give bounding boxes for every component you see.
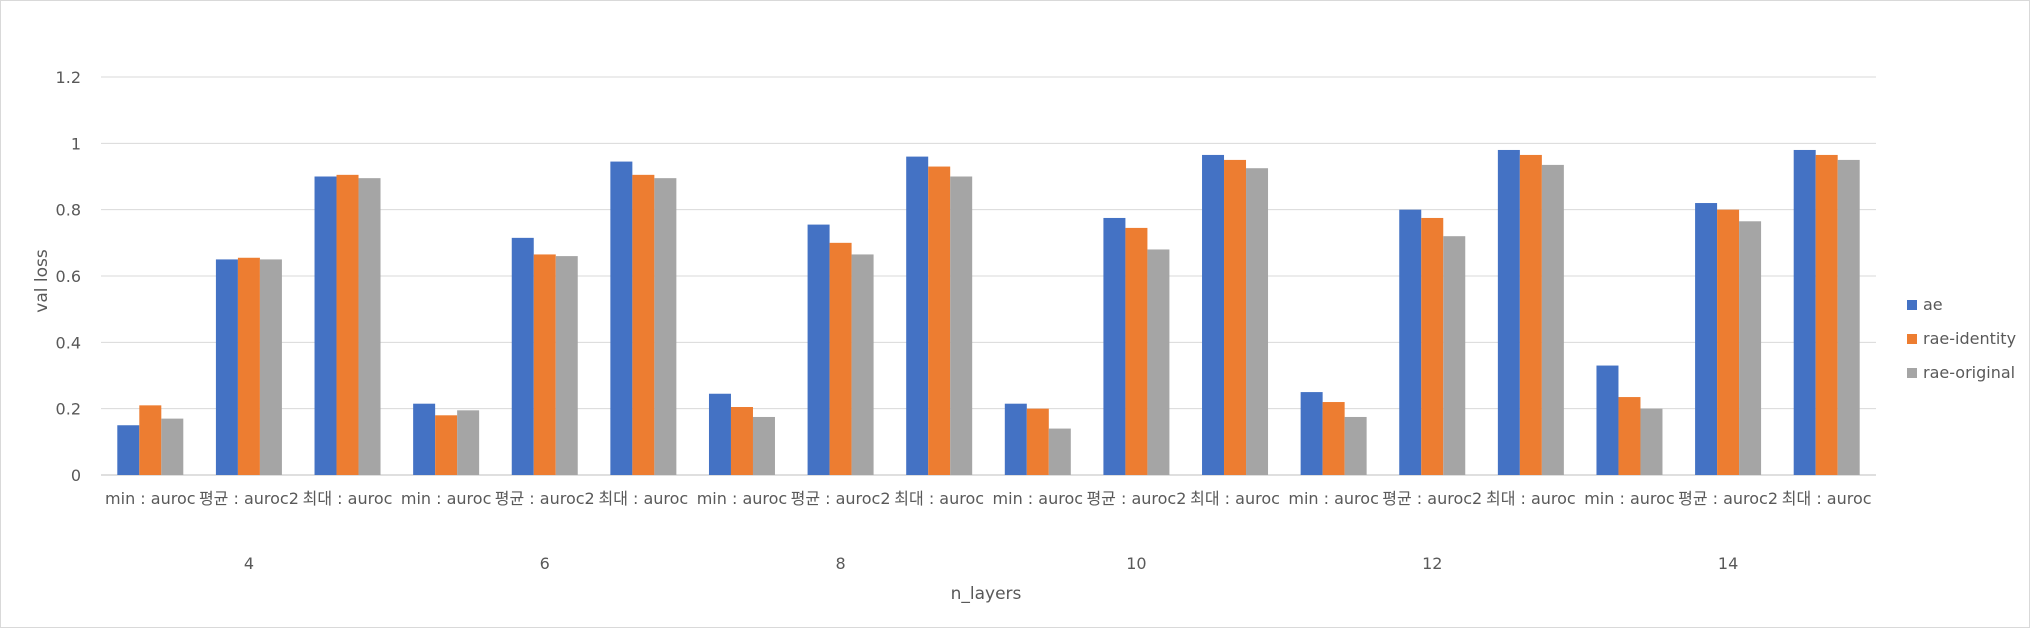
bar-rae-identity-6 (730, 407, 753, 475)
gridlines (101, 76, 1876, 476)
y-tick-label: 0.8 (56, 201, 81, 220)
legend-swatch-rae-identity (1907, 334, 1917, 344)
x-group-label: 4 (244, 554, 254, 573)
bar-rae-identity-1 (237, 257, 260, 475)
bar-ae-17 (1793, 149, 1816, 475)
legend-swatch-rae-original (1907, 368, 1917, 378)
x-category-label: min : auroc (401, 489, 492, 508)
bar-rae-identity-12 (1322, 402, 1345, 475)
x-category-label: min : auroc (993, 489, 1084, 508)
x-category-label: 평균 : auroc2 (495, 489, 595, 508)
bar-rae-original-8 (950, 176, 973, 475)
bar-rae-identity-5 (632, 174, 655, 475)
bar-rae-identity-15 (1618, 397, 1641, 475)
bar-ae-1 (215, 259, 238, 475)
legend: ae rae-identity rae-original (1907, 295, 2016, 382)
bar-rae-original-11 (1246, 168, 1269, 476)
legend-label-rae-identity: rae-identity (1923, 329, 2016, 348)
bar-ae-9 (1004, 403, 1027, 475)
bars (117, 149, 1860, 476)
bar-rae-identity-3 (435, 415, 458, 475)
x-category-label: 평균 : auroc2 (1086, 489, 1186, 508)
x-category-label: min : auroc (105, 489, 196, 508)
bar-rae-original-2 (358, 178, 381, 476)
bar-rae-identity-2 (336, 174, 359, 475)
bar-rae-original-9 (1048, 428, 1071, 475)
bar-rae-original-3 (457, 410, 480, 475)
bar-rae-identity-0 (139, 405, 162, 475)
bar-rae-original-6 (752, 416, 775, 475)
bar-rae-original-5 (654, 178, 677, 476)
bar-rae-identity-14 (1519, 154, 1542, 476)
bar-rae-original-1 (259, 259, 282, 475)
x-category-label: 평균 : auroc2 (791, 489, 891, 508)
bar-ae-8 (906, 156, 929, 475)
y-tick-label: 0.2 (56, 400, 81, 419)
bar-ae-13 (1399, 209, 1422, 475)
bar-rae-original-16 (1739, 221, 1762, 475)
bar-ae-3 (413, 403, 436, 475)
bar-ae-7 (807, 224, 830, 475)
x-category-label: 평균 : auroc2 (1678, 489, 1778, 508)
x-category-label: 최대 : auroc (303, 489, 393, 508)
legend-label-ae: ae (1923, 295, 1943, 314)
y-tick-label: 0 (71, 466, 81, 485)
bar-ae-15 (1596, 365, 1619, 475)
legend-label-rae-original: rae-original (1923, 363, 2015, 382)
y-tick-label: 1.2 (56, 68, 81, 87)
y-tick-label: 0.4 (56, 333, 81, 352)
bar-rae-original-15 (1640, 408, 1663, 475)
x-category-label: 평균 : auroc2 (1382, 489, 1482, 508)
bar-rae-identity-16 (1717, 209, 1740, 475)
x-group-label: 6 (540, 554, 550, 573)
legend-swatch-ae (1907, 300, 1917, 310)
bar-rae-identity-9 (1026, 408, 1049, 475)
bar-rae-original-13 (1443, 236, 1466, 475)
x-category-label: min : auroc (697, 489, 788, 508)
bar-ae-5 (610, 161, 633, 475)
bar-rae-original-17 (1837, 159, 1860, 475)
x-category-label: 최대 : auroc (1782, 489, 1872, 508)
x-category-label: min : auroc (1584, 489, 1675, 508)
x-category-label: 최대 : auroc (1486, 489, 1576, 508)
bar-ae-0 (117, 425, 140, 475)
x-category-label: 평균 : auroc2 (199, 489, 299, 508)
bar-rae-original-7 (851, 254, 874, 475)
x-category-label: 최대 : auroc (894, 489, 984, 508)
bar-rae-original-4 (555, 256, 578, 475)
y-axis-title: val loss (32, 249, 52, 313)
x-category-label: 최대 : auroc (1190, 489, 1280, 508)
bar-rae-identity-13 (1421, 217, 1444, 476)
bar-rae-original-10 (1147, 249, 1170, 475)
x-group-label: 12 (1422, 554, 1442, 573)
x-category-label: 최대 : auroc (598, 489, 688, 508)
bar-ae-14 (1497, 149, 1520, 475)
x-category-label: min : auroc (1288, 489, 1379, 508)
x-axis-title: n_layers (951, 584, 1022, 604)
x-group-label: 14 (1718, 554, 1738, 573)
x-group-label: 8 (835, 554, 845, 573)
bar-ae-11 (1202, 154, 1225, 476)
y-tick-label: 1 (71, 134, 81, 153)
bar-ae-6 (708, 393, 731, 475)
bar-ae-10 (1103, 217, 1126, 476)
bar-rae-identity-11 (1224, 159, 1247, 475)
y-tick-label: 0.6 (56, 267, 81, 286)
bar-rae-identity-8 (928, 166, 951, 476)
bar-ae-16 (1695, 203, 1718, 476)
bar-ae-4 (511, 237, 534, 475)
bar-rae-identity-4 (533, 254, 556, 475)
bar-ae-2 (314, 176, 337, 475)
x-group-label: 10 (1126, 554, 1146, 573)
bar-rae-identity-17 (1815, 154, 1838, 476)
bar-ae-12 (1300, 392, 1323, 475)
bar-rae-identity-10 (1125, 227, 1148, 475)
bar-rae-original-14 (1541, 164, 1564, 475)
bar-rae-original-12 (1344, 416, 1367, 475)
bar-rae-original-0 (161, 418, 184, 475)
bar-rae-identity-7 (829, 242, 852, 475)
